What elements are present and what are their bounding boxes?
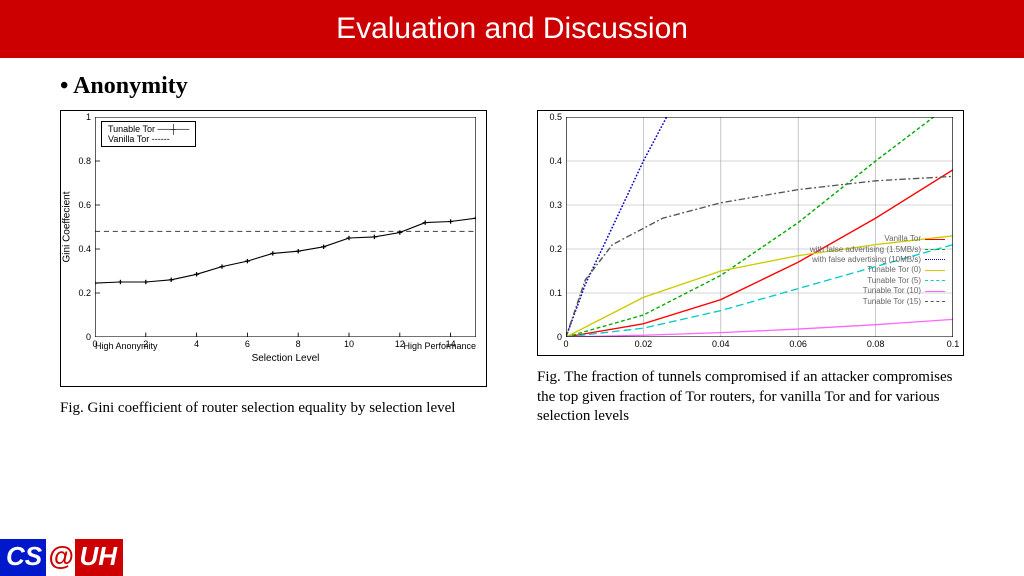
charts-row: Gini Coeffecient 00.20.40.60.81 02468101… bbox=[60, 110, 964, 427]
slide-content: • Anonymity Gini Coeffecient 00.20.40.60… bbox=[0, 58, 1024, 427]
bullet: • bbox=[60, 73, 68, 100]
left-x-end-labels: High Anonymity High Performance bbox=[95, 341, 476, 351]
footer-logo: CS @ UH bbox=[0, 539, 123, 576]
x-left-label: High Anonymity bbox=[95, 341, 158, 351]
right-caption: Fig. The fraction of tunnels compromised… bbox=[537, 368, 964, 427]
left-y-axis-label: Gini Coeffecient bbox=[62, 192, 73, 263]
section-heading: • Anonymity bbox=[60, 73, 964, 100]
legend-item: Tunable Tor (5) bbox=[810, 276, 945, 286]
right-chart-plot: 00.10.20.30.40.5 00.020.040.060.080.1 Va… bbox=[566, 117, 953, 337]
legend-item: Vanilla Tor bbox=[810, 234, 945, 244]
legend-item: with false advertising (10MB/s) bbox=[810, 255, 945, 265]
slide-header: Evaluation and Discussion bbox=[0, 0, 1024, 58]
legend-item: Tunable Tor (10) bbox=[810, 286, 945, 296]
legend-item: Vanilla Tor ------ bbox=[108, 134, 189, 144]
logo-cs: CS bbox=[0, 539, 46, 576]
slide-title: Evaluation and Discussion bbox=[336, 12, 688, 45]
left-legend: Tunable Tor ──┼── Vanilla Tor ------ bbox=[101, 121, 196, 147]
left-chart-plot: Gini Coeffecient 00.20.40.60.81 02468101… bbox=[95, 117, 476, 337]
legend-item: Tunable Tor (0) bbox=[810, 265, 945, 275]
legend-item: with false advertising (1.5MB/s) bbox=[810, 245, 945, 255]
left-chart-column: Gini Coeffecient 00.20.40.60.81 02468101… bbox=[60, 110, 487, 427]
right-legend: Vanilla Torwith false advertising (1.5MB… bbox=[810, 234, 945, 307]
left-plot-svg bbox=[95, 117, 476, 337]
x-right-label: High Performance bbox=[403, 341, 476, 351]
legend-item: Tunable Tor (15) bbox=[810, 297, 945, 307]
left-x-axis-label: Selection Level bbox=[95, 353, 476, 364]
left-chart-frame: Gini Coeffecient 00.20.40.60.81 02468101… bbox=[60, 110, 487, 387]
logo-uh: UH bbox=[75, 539, 123, 576]
logo-at: @ bbox=[46, 539, 75, 576]
right-chart-column: 00.10.20.30.40.5 00.020.040.060.080.1 Va… bbox=[537, 110, 964, 427]
legend-item: Tunable Tor ──┼── bbox=[108, 124, 189, 134]
left-caption: Fig. Gini coefficient of router selectio… bbox=[60, 399, 487, 419]
right-chart-frame: 00.10.20.30.40.5 00.020.040.060.080.1 Va… bbox=[537, 110, 964, 356]
section-title-text: Anonymity bbox=[73, 73, 188, 99]
